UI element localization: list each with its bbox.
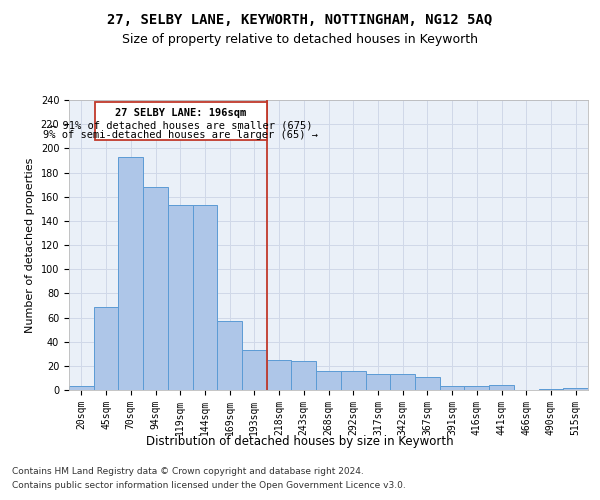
- Bar: [168, 205, 193, 390]
- Bar: [390, 374, 415, 390]
- Bar: [193, 205, 217, 390]
- Bar: [563, 388, 588, 390]
- Bar: [365, 374, 390, 390]
- Bar: [464, 386, 489, 390]
- Bar: [217, 321, 242, 390]
- Bar: [118, 157, 143, 390]
- Bar: [341, 370, 365, 390]
- FancyBboxPatch shape: [95, 102, 267, 140]
- Y-axis label: Number of detached properties: Number of detached properties: [25, 158, 35, 332]
- Bar: [489, 385, 514, 390]
- Text: 9% of semi-detached houses are larger (65) →: 9% of semi-detached houses are larger (6…: [43, 130, 319, 140]
- Bar: [267, 360, 292, 390]
- Bar: [242, 350, 267, 390]
- Text: ← 91% of detached houses are smaller (675): ← 91% of detached houses are smaller (67…: [50, 120, 312, 130]
- Bar: [69, 386, 94, 390]
- Text: 27, SELBY LANE, KEYWORTH, NOTTINGHAM, NG12 5AQ: 27, SELBY LANE, KEYWORTH, NOTTINGHAM, NG…: [107, 12, 493, 26]
- Bar: [94, 306, 118, 390]
- Text: Size of property relative to detached houses in Keyworth: Size of property relative to detached ho…: [122, 32, 478, 46]
- Text: Contains HM Land Registry data © Crown copyright and database right 2024.: Contains HM Land Registry data © Crown c…: [12, 468, 364, 476]
- Text: 27 SELBY LANE: 196sqm: 27 SELBY LANE: 196sqm: [115, 108, 247, 118]
- Bar: [415, 376, 440, 390]
- Bar: [316, 370, 341, 390]
- Text: Contains public sector information licensed under the Open Government Licence v3: Contains public sector information licen…: [12, 481, 406, 490]
- Text: Distribution of detached houses by size in Keyworth: Distribution of detached houses by size …: [146, 435, 454, 448]
- Bar: [440, 386, 464, 390]
- Bar: [143, 187, 168, 390]
- Bar: [292, 361, 316, 390]
- Bar: [539, 389, 563, 390]
